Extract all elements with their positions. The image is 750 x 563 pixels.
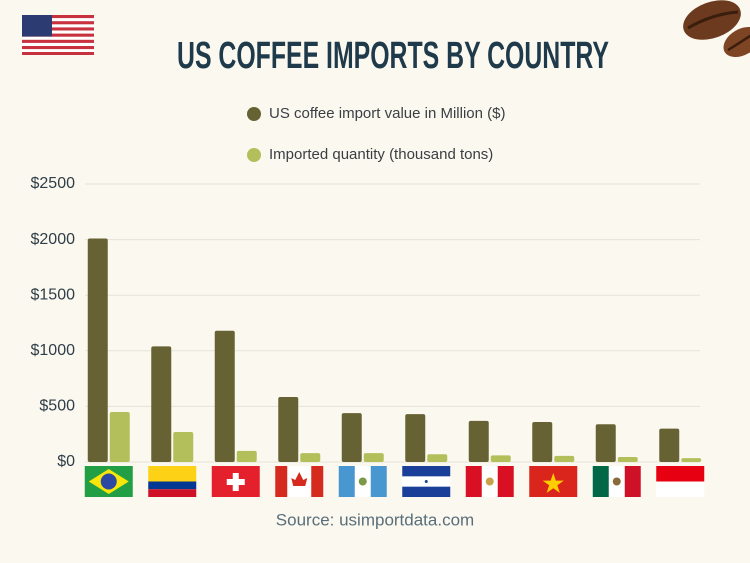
bar — [278, 396, 299, 462]
bar — [554, 455, 575, 462]
legend-swatch — [247, 107, 261, 121]
y-tick-label: $1000 — [31, 342, 76, 359]
flag-part — [656, 481, 705, 497]
bar — [532, 421, 553, 462]
y-tick-label: $2500 — [31, 175, 76, 192]
bar — [490, 455, 511, 462]
category-flag — [148, 466, 197, 497]
category-flag — [592, 466, 641, 497]
flag-part — [402, 466, 451, 477]
y-tick-label: $1500 — [31, 286, 76, 303]
bar — [427, 454, 448, 462]
y-tick-label: $500 — [39, 398, 75, 415]
flag-part — [424, 480, 428, 483]
category-flag — [84, 466, 133, 497]
y-tick-label: $0 — [57, 453, 75, 470]
flag-part — [370, 466, 387, 497]
category-flag — [338, 466, 387, 497]
flag-part — [465, 466, 482, 497]
bar — [341, 413, 362, 462]
flag-part — [148, 489, 197, 497]
flag-part — [275, 466, 288, 497]
flag-part — [542, 473, 564, 493]
flag-part — [497, 466, 514, 497]
bar — [173, 431, 194, 462]
y-tick-label: $2000 — [31, 231, 76, 248]
bar — [109, 411, 130, 462]
flag-part — [485, 477, 494, 486]
bar — [87, 238, 108, 462]
bar — [151, 346, 172, 462]
bar — [681, 458, 702, 462]
bar — [214, 330, 235, 462]
flag-part — [612, 477, 621, 486]
flag-part — [148, 481, 197, 490]
flag-part — [338, 466, 355, 497]
flag-part — [100, 473, 117, 490]
bar — [300, 453, 321, 462]
category-flag — [529, 466, 578, 497]
flag-part — [624, 466, 641, 497]
legend-swatch — [247, 148, 261, 162]
source: Source: usimportdata.com — [276, 510, 474, 529]
bar — [363, 453, 384, 462]
us-flag — [22, 15, 94, 55]
category-flag — [402, 466, 451, 497]
category-flag — [211, 466, 260, 497]
bar — [405, 414, 426, 462]
coffee-beans — [683, 0, 750, 58]
bar — [468, 420, 489, 462]
flag-part — [148, 466, 197, 482]
flag-part — [358, 477, 367, 486]
category-flag — [656, 466, 705, 497]
category-flag — [465, 466, 514, 497]
bar — [595, 424, 616, 462]
chart-title: US COFFEE IMPORTS BY COUNTRY — [177, 35, 609, 77]
flag-part — [291, 472, 308, 486]
flag-part — [592, 466, 609, 497]
bar — [617, 456, 638, 462]
flag-part — [402, 486, 451, 497]
bar — [659, 428, 680, 462]
flag-part — [226, 473, 245, 491]
legend-label: US coffee import value in Million ($) — [269, 105, 505, 122]
flag-part — [311, 466, 324, 497]
category-flag — [275, 466, 324, 497]
flag-part — [656, 466, 705, 482]
bar — [236, 450, 257, 462]
legend-label: Imported quantity (thousand tons) — [269, 146, 493, 163]
